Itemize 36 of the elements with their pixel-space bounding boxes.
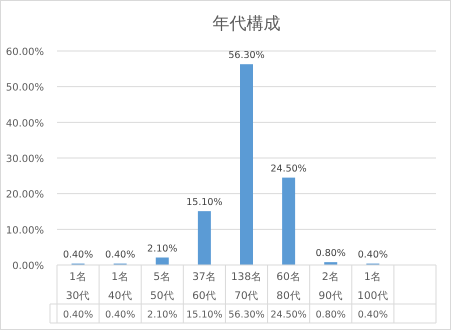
x-tick-label: 1名 100代 [357, 271, 388, 302]
chart-title: 年代構成 [212, 14, 280, 34]
data-label: 0.40% [105, 310, 136, 320]
data-label: 24.50% [270, 310, 307, 320]
x-tick-label: 5名 50代 [150, 271, 174, 302]
text: 0.80% [316, 248, 346, 260]
bar [198, 211, 211, 265]
bar [282, 178, 296, 265]
x-tick-label: 37名 60代 [192, 271, 217, 302]
y-tick-label: 30.00% [6, 154, 44, 165]
x-tick-label: 2名 90代 [318, 271, 343, 302]
y-tick-label: 40.00% [6, 118, 44, 130]
text: 15.10% [186, 197, 223, 208]
x-tick-label: 1名 40代 [108, 271, 132, 302]
data-label: 56.30% [228, 310, 265, 320]
x-tick-label: 60名 80代 [276, 271, 301, 302]
text: 0.40% [105, 250, 136, 261]
data-label: 2.10% [147, 310, 178, 320]
text: 0.40% [62, 250, 94, 261]
y-tick-label: 60.00% [6, 47, 44, 58]
data-label: 0.40% [358, 310, 388, 320]
text: 2.10% [147, 244, 178, 255]
text: 24.50% [270, 164, 307, 175]
y-tick-label: 50.00% [6, 82, 44, 94]
data-label: 0.80% [316, 310, 346, 320]
bar [240, 64, 253, 265]
text: 56.30% [228, 50, 265, 62]
x-tick-label: 1名 30代 [66, 271, 90, 302]
data-label: 15.10% [186, 310, 223, 320]
y-tick-label: 10.00% [6, 225, 44, 236]
text: 0.40% [358, 250, 388, 261]
data-label: 0.40% [62, 310, 94, 320]
y-tick-label: 20.00% [6, 190, 44, 201]
x-tick-label: 138名 70代 [230, 271, 262, 302]
y-tick-label: 0.00% [12, 261, 44, 272]
bar [156, 258, 169, 265]
